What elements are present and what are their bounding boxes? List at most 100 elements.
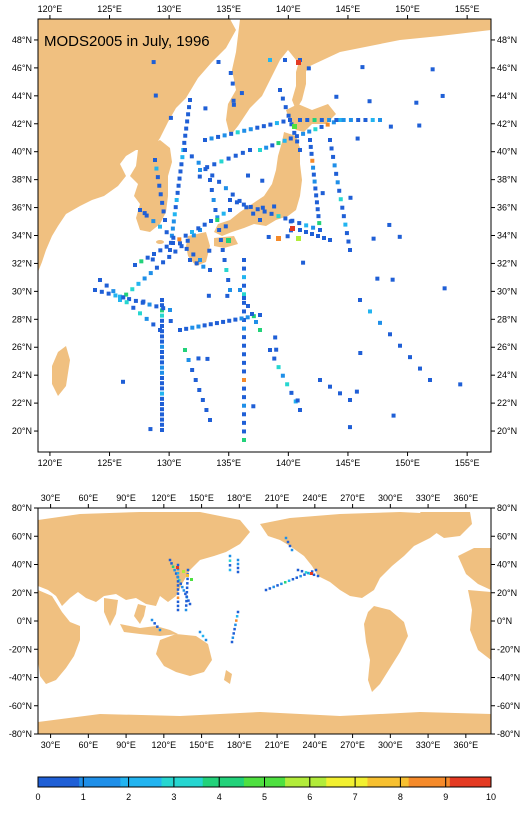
- observation-cell: [133, 263, 137, 267]
- observation-cell: [304, 223, 309, 228]
- observation-cell: [236, 566, 240, 570]
- lat-tick-label: 26°N: [497, 342, 517, 352]
- observation-cell: [313, 186, 318, 191]
- colorbar-segment: [202, 777, 245, 787]
- lon-tick-label: 90°E: [116, 493, 136, 503]
- observation-cell: [240, 150, 245, 155]
- observation-cell: [310, 158, 315, 163]
- observation-cell: [184, 604, 188, 607]
- observation-cell: [305, 118, 310, 122]
- observation-cell: [168, 240, 173, 245]
- observation-cell: [283, 58, 287, 62]
- observation-cell: [235, 619, 238, 622]
- observation-cell: [179, 582, 183, 585]
- observation-cell: [203, 138, 207, 142]
- observation-cell: [184, 592, 187, 596]
- observation-cell: [228, 564, 232, 567]
- observation-cell: [248, 127, 253, 132]
- observation-cell: [186, 358, 191, 362]
- observation-cell: [442, 286, 447, 291]
- lat-tick-label: 24°N: [497, 370, 517, 380]
- lon-tick-label: 150°E: [395, 4, 420, 14]
- lat-tick-label: 38°N: [12, 175, 32, 185]
- lat-tick-label: 60°N: [12, 531, 32, 541]
- observation-cell: [158, 224, 162, 229]
- observation-cell: [173, 249, 178, 254]
- observation-cell: [184, 126, 189, 131]
- observation-cell: [319, 124, 324, 129]
- observation-cell: [268, 348, 272, 352]
- observation-cell: [170, 226, 175, 231]
- observation-cell: [160, 318, 164, 323]
- colorbar-label: 1: [81, 792, 86, 802]
- observation-cell: [223, 224, 228, 229]
- observation-cell: [153, 158, 157, 162]
- colorbar-segment: [161, 777, 204, 787]
- lon-tick-label: 300°E: [378, 493, 403, 503]
- lat-tick-label: 26°N: [12, 342, 32, 352]
- observation-cell: [176, 600, 180, 604]
- observation-cell: [262, 209, 267, 214]
- observation-cell: [251, 211, 256, 216]
- lon-tick-label: 120°E: [152, 740, 177, 750]
- observation-cell: [370, 118, 375, 122]
- observation-cell: [131, 305, 136, 310]
- observation-cell: [221, 319, 226, 324]
- observation-cell: [242, 378, 246, 382]
- observation-cell: [160, 313, 164, 318]
- observation-cell: [151, 60, 156, 65]
- observation-cell: [171, 565, 175, 569]
- observation-cell: [127, 297, 132, 302]
- observation-cell: [283, 105, 288, 110]
- lon-tick-label: 180°E: [227, 493, 252, 503]
- observation-cell: [255, 207, 260, 212]
- observation-cell: [139, 259, 144, 264]
- observation-cell: [276, 141, 281, 146]
- observation-cell: [228, 198, 232, 202]
- observation-cell: [226, 156, 231, 161]
- observation-cell: [318, 228, 322, 232]
- observation-cell: [106, 291, 111, 296]
- observation-cell: [266, 234, 271, 239]
- observation-cell: [160, 350, 164, 354]
- observation-cell: [205, 165, 210, 170]
- observation-cell: [314, 193, 319, 198]
- observation-cell: [308, 138, 312, 142]
- observation-cell: [187, 105, 192, 110]
- observation-cell: [328, 138, 332, 142]
- observation-cell: [198, 168, 202, 172]
- observation-cell: [387, 222, 392, 227]
- lon-tick-label: 270°E: [340, 740, 365, 750]
- observation-cell: [375, 276, 380, 281]
- observation-cell: [223, 186, 228, 191]
- observation-cell: [160, 428, 164, 432]
- observation-cell: [190, 230, 194, 234]
- observation-cell: [295, 576, 299, 579]
- observation-cell: [301, 260, 306, 265]
- map-title: MODS2005 in July, 1996: [44, 33, 210, 50]
- observation-cell: [142, 211, 147, 216]
- observation-cell: [164, 244, 169, 249]
- observation-cell: [160, 417, 164, 422]
- observation-cell: [211, 198, 216, 202]
- lat-tick-label: 34°N: [12, 231, 32, 241]
- lat-tick-label: 36°N: [12, 203, 32, 213]
- observation-cell: [161, 209, 166, 214]
- observation-cell: [184, 608, 188, 612]
- colorbar-segment: [79, 777, 121, 787]
- observation-cell: [160, 200, 165, 205]
- observation-cell: [168, 558, 172, 562]
- observation-cell: [341, 214, 346, 219]
- observation-cell: [268, 58, 272, 62]
- observation-cell: [124, 300, 129, 305]
- colorbar-label: 10: [486, 792, 496, 802]
- observation-cell: [157, 183, 162, 188]
- observation-cell: [228, 288, 232, 292]
- observation-cell: [148, 271, 153, 276]
- observation-cell: [154, 265, 159, 270]
- observation-cell: [228, 71, 233, 76]
- observation-cell: [177, 176, 182, 181]
- observation-cell: [233, 317, 238, 322]
- observation-cell: [226, 278, 231, 282]
- observation-cell: [221, 211, 226, 216]
